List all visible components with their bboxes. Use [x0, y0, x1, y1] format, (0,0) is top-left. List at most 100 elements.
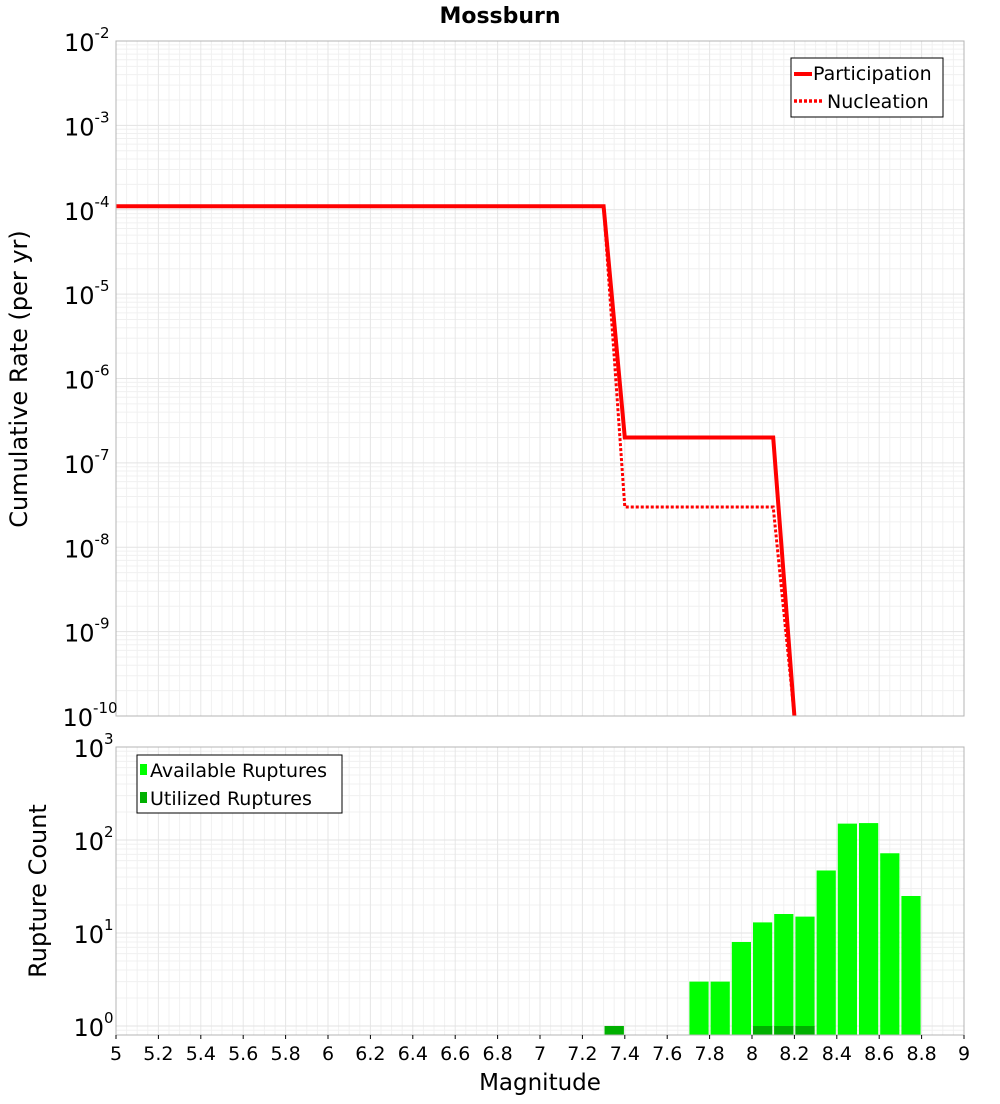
x-tick-label: 6: [322, 1043, 334, 1065]
tick-exponent: 0: [104, 1009, 114, 1027]
top-legend: Participation Nucleation: [790, 57, 944, 118]
legend-label-nucleation: Nucleation: [827, 91, 929, 113]
top-y-tick-label: 10-7: [64, 446, 110, 479]
tick-exponent: -9: [95, 615, 110, 633]
x-tick-label: 8.4: [822, 1043, 852, 1065]
x-tick-label: 5.8: [270, 1043, 300, 1065]
tick-exponent: 3: [104, 730, 114, 748]
bottom-y-tick-label: 102: [74, 823, 114, 856]
tick-exponent: -4: [95, 193, 110, 211]
bottom-y-tick-label: 103: [74, 730, 114, 763]
tick-base: 10: [74, 1014, 105, 1042]
bottom-y-axis-label: Rupture Count: [24, 804, 52, 978]
bottom-legend-box: [136, 754, 343, 814]
tick-exponent: -8: [95, 530, 110, 548]
tick-base: 10: [64, 535, 95, 563]
tick-base: 10: [64, 282, 95, 310]
tick-base: 10: [74, 828, 105, 856]
bar-available: [710, 981, 730, 1035]
tick-base: 10: [64, 29, 95, 57]
tick-exponent: 1: [104, 916, 114, 934]
bar-utilized: [795, 1026, 815, 1035]
top-y-tick-label: 10-8: [64, 530, 110, 563]
tick-base: 10: [64, 451, 95, 479]
top-plot-border: [115, 40, 965, 717]
x-tick-label: 7: [534, 1043, 546, 1065]
bar-available: [689, 981, 709, 1035]
bar-utilized: [774, 1026, 794, 1035]
x-tick-label: 8: [746, 1043, 758, 1065]
x-tick-label: 8.8: [906, 1043, 936, 1065]
legend-label-participation: Participation: [813, 63, 932, 85]
tick-base: 10: [63, 704, 94, 732]
bottom-y-tick-label: 101: [74, 916, 114, 949]
bar-available: [795, 916, 815, 1035]
top-y-axis-ticks: 10-210-310-410-510-610-710-810-910-10: [63, 24, 118, 732]
bottom-major-grid: [115, 746, 965, 1035]
bar-utilized: [604, 1026, 624, 1035]
x-tick-label: 6.8: [482, 1043, 512, 1065]
tick-exponent: -5: [95, 277, 110, 295]
legend-swatch-utilized: [140, 792, 147, 803]
tick-exponent: -2: [95, 24, 110, 42]
x-axis-label: Magnitude: [479, 1070, 601, 1096]
top-y-axis-label: Cumulative Rate (per yr): [5, 230, 33, 528]
bar-available: [774, 914, 794, 1035]
x-tick-label: 6.2: [355, 1043, 385, 1065]
tick-exponent: -7: [95, 446, 110, 464]
tick-base: 10: [64, 620, 95, 648]
bar-available: [816, 870, 836, 1035]
legend-label-available: Available Ruptures: [150, 760, 327, 782]
bar-available: [753, 922, 773, 1035]
x-tick-label: 5.6: [228, 1043, 258, 1065]
bar-available: [859, 823, 879, 1035]
x-tick-label: 6.6: [440, 1043, 470, 1065]
x-tick-label: 5.2: [143, 1043, 173, 1065]
x-tick-label: 7.8: [694, 1043, 724, 1065]
x-tick-label: 6.4: [398, 1043, 428, 1065]
x-tick-label: 9: [958, 1043, 970, 1065]
tick-base: 10: [64, 198, 95, 226]
top-series: [116, 204, 797, 717]
top-major-grid: [115, 40, 965, 717]
top-y-tick-label: 10-4: [64, 193, 110, 226]
tick-base: 10: [74, 735, 105, 763]
legend-swatch-available: [140, 764, 147, 775]
bar-available: [731, 942, 751, 1035]
top-legend-box: [790, 57, 944, 118]
top-y-tick-label: 10-6: [64, 362, 110, 395]
bottom-legend: Available Ruptures Utilized Ruptures: [136, 754, 343, 814]
bar-available: [880, 853, 900, 1035]
top-y-tick-label: 10-9: [64, 615, 110, 648]
tick-exponent: -10: [93, 699, 118, 717]
x-tick-label: 8.2: [779, 1043, 809, 1065]
tick-exponent: -6: [95, 362, 110, 380]
tick-exponent: 2: [104, 823, 114, 841]
top-y-tick-label: 10-3: [64, 108, 110, 141]
x-tick-label: 7.4: [610, 1043, 640, 1065]
x-tick-label: 7.6: [652, 1043, 682, 1065]
legend-label-utilized: Utilized Ruptures: [150, 788, 312, 810]
tick-exponent: -3: [95, 108, 110, 126]
x-axis-ticks: 5 5.2 5.4 5.6 5.8 6 6.2 6.4 6.6 6.8 7 7.2 7.4 7.6 7.8 8…: [110, 1035, 970, 1065]
bar-available: [901, 895, 921, 1035]
bottom-y-tick-label: 100: [74, 1009, 114, 1042]
tick-base: 10: [64, 367, 95, 395]
tick-base: 10: [74, 921, 105, 949]
x-tick-label: 8.6: [864, 1043, 894, 1065]
x-tick-label: 7.2: [567, 1043, 597, 1065]
bottom-bars: [604, 823, 921, 1035]
x-tick-label: 5.4: [186, 1043, 216, 1065]
tick-base: 10: [64, 113, 95, 141]
series-line-nucleation: [116, 204, 796, 717]
x-tick-label: 5: [110, 1043, 122, 1065]
top-y-tick-label: 10-10: [63, 699, 118, 732]
bar-available: [837, 823, 857, 1035]
top-y-tick-label: 10-2: [64, 24, 110, 57]
chart-title: Mossburn: [439, 4, 560, 29]
top-y-tick-label: 10-5: [64, 277, 110, 310]
bar-utilized: [753, 1026, 773, 1035]
